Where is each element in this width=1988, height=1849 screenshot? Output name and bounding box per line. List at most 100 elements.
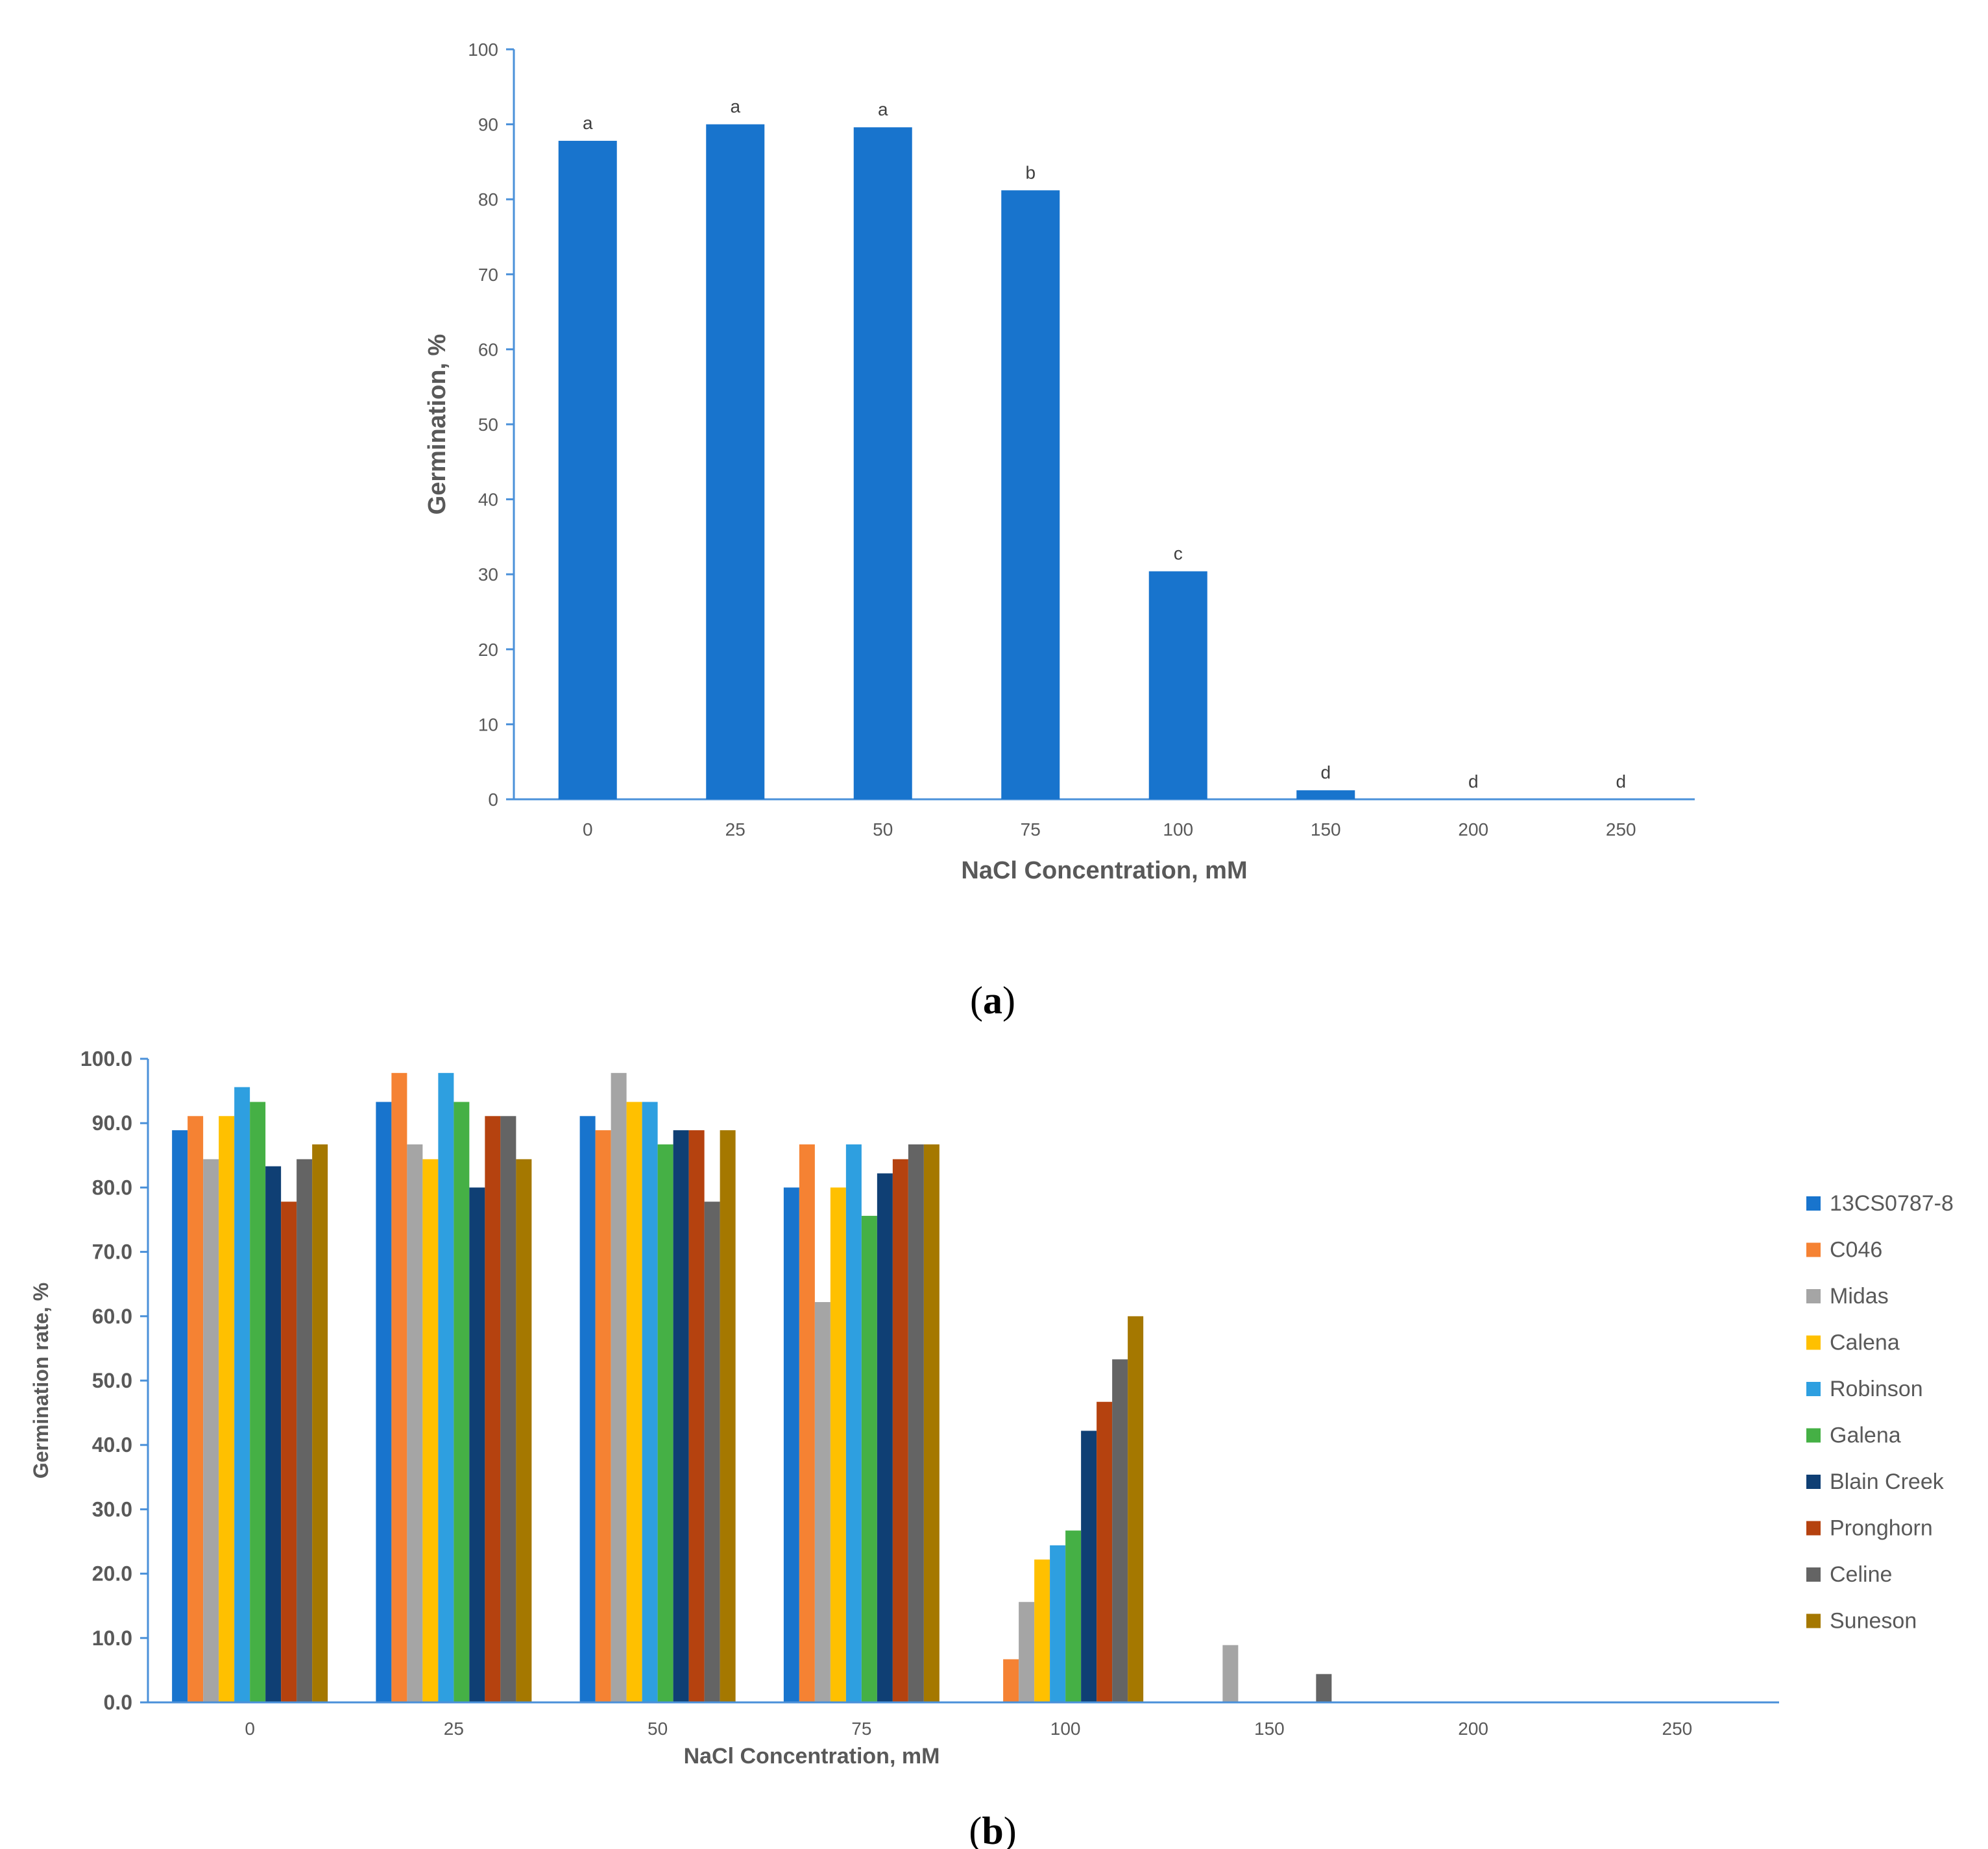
- bar-b-calena: [219, 1116, 235, 1702]
- x-tick-label-b: 25: [444, 1719, 464, 1739]
- x-tick-label-a: 200: [1458, 819, 1488, 840]
- significance-letter: d: [1468, 771, 1479, 792]
- legend-swatch: [1806, 1475, 1821, 1489]
- legend-swatch: [1806, 1242, 1821, 1257]
- bar-b-midas: [1019, 1602, 1035, 1702]
- x-tick-label-a: 250: [1606, 819, 1636, 840]
- y-tick-label-a: 70: [478, 265, 498, 285]
- legend-swatch: [1806, 1613, 1821, 1628]
- x-tick-label-b: 150: [1254, 1719, 1285, 1739]
- bar-b-suneson: [720, 1130, 736, 1702]
- y-tick-label-a: 100: [468, 40, 498, 60]
- legend-swatch: [1806, 1289, 1821, 1303]
- bar-a-100: [1148, 571, 1207, 799]
- bar-b-suneson: [923, 1144, 939, 1702]
- bar-b-blain-creek: [469, 1187, 485, 1702]
- legend-label: Galena: [1830, 1423, 1901, 1448]
- y-tick-label-b: 40.0: [92, 1433, 132, 1456]
- bar-b-robinson: [234, 1087, 250, 1702]
- bar-b-midas: [407, 1144, 423, 1702]
- bar-b-midas: [203, 1159, 219, 1702]
- legend-label: Pronghorn: [1830, 1516, 1933, 1541]
- bar-a-150: [1296, 790, 1355, 799]
- y-tick-label-a: 10: [478, 714, 498, 734]
- bar-b-robinson: [642, 1102, 658, 1702]
- y-tick-label-a: 0: [488, 790, 498, 810]
- y-tick-label-b: 50.0: [92, 1369, 132, 1392]
- y-tick-label-a: 90: [478, 115, 498, 135]
- legend-label: C046: [1830, 1238, 1882, 1263]
- legend-label: Robinson: [1830, 1377, 1923, 1401]
- bar-b-c046: [595, 1130, 611, 1702]
- legend-label: Blain Creek: [1830, 1469, 1945, 1494]
- legend-label: Celine: [1830, 1562, 1892, 1587]
- x-axis-title-a: NaCl Concentration, mM: [961, 857, 1247, 884]
- bar-b-robinson: [1050, 1545, 1066, 1702]
- significance-letter: d: [1616, 771, 1626, 792]
- x-tick-label-a: 0: [583, 819, 593, 840]
- significance-letter: d: [1320, 762, 1331, 782]
- y-axis-title-b: Germination rate, %: [29, 1283, 53, 1479]
- y-tick-label-a: 20: [478, 640, 498, 660]
- legend-swatch: [1806, 1567, 1821, 1582]
- y-tick-label-a: 80: [478, 189, 498, 210]
- legend-swatch: [1806, 1428, 1821, 1443]
- bar-b-blain-creek: [673, 1130, 689, 1702]
- legend-swatch: [1806, 1521, 1821, 1536]
- y-tick-label-b: 0.0: [104, 1691, 132, 1714]
- significance-letter: a: [878, 99, 888, 119]
- x-axis-title-b: NaCl Concentration, mM: [684, 1744, 940, 1769]
- bar-b-13cs0787-8: [172, 1130, 188, 1702]
- x-tick-label-b: 250: [1662, 1719, 1693, 1739]
- y-tick-label-b: 60.0: [92, 1305, 132, 1328]
- bar-b-c046: [188, 1116, 204, 1702]
- bar-a-50: [853, 127, 912, 799]
- y-axis-title-a: Germination, %: [424, 334, 451, 515]
- legend-swatch: [1806, 1382, 1821, 1396]
- x-tick-label-b: 50: [648, 1719, 668, 1739]
- bar-b-suneson: [312, 1144, 328, 1702]
- y-tick-label-b: 80.0: [92, 1176, 132, 1199]
- x-tick-label-b: 75: [851, 1719, 871, 1739]
- x-tick-label-a: 75: [1021, 819, 1041, 840]
- bar-b-celine: [297, 1159, 313, 1702]
- bar-b-pronghorn: [485, 1116, 501, 1702]
- bar-b-midas: [814, 1301, 830, 1702]
- bar-b-suneson: [1128, 1316, 1144, 1702]
- bar-a-0: [558, 141, 617, 800]
- bar-b-pronghorn: [281, 1202, 297, 1702]
- y-tick-label-a: 60: [478, 339, 498, 359]
- bar-b-blain-creek: [1081, 1431, 1097, 1702]
- bar-b-pronghorn: [892, 1159, 908, 1702]
- bar-b-calena: [1034, 1559, 1050, 1702]
- bar-b-pronghorn: [688, 1130, 705, 1702]
- bar-a-25: [706, 124, 765, 800]
- y-tick-label-b: 30.0: [92, 1497, 132, 1521]
- legend-label: Midas: [1830, 1284, 1889, 1309]
- y-tick-label-b: 10.0: [92, 1626, 132, 1650]
- x-tick-label-b: 100: [1050, 1719, 1081, 1739]
- legend-swatch: [1806, 1196, 1821, 1211]
- bar-b-midas: [611, 1072, 627, 1702]
- significance-letter: a: [730, 97, 740, 117]
- bar-b-13cs0787-8: [579, 1116, 596, 1702]
- bar-b-celine: [500, 1116, 516, 1702]
- y-tick-label-a: 40: [478, 490, 498, 510]
- x-tick-label-a: 150: [1311, 819, 1341, 840]
- bar-b-galena: [454, 1102, 470, 1702]
- panel-label-b: (b): [969, 1809, 1016, 1849]
- bar-b-pronghorn: [1097, 1401, 1113, 1702]
- bar-b-galena: [861, 1216, 877, 1702]
- legend-label: 13CS0787-8: [1830, 1191, 1954, 1216]
- panel-label-a: (a): [970, 979, 1015, 1022]
- y-tick-label-b: 90.0: [92, 1111, 132, 1135]
- legend-swatch: [1806, 1335, 1821, 1350]
- chart-a: 0 10 20 30 40 50 60 70 80 90 100 a 0 a 25 a 50 b 75 c 100 d 15…: [424, 40, 1695, 884]
- bar-b-c046: [1003, 1659, 1019, 1702]
- y-tick-label-a: 30: [478, 564, 498, 585]
- bar-b-celine: [908, 1144, 924, 1702]
- y-tick-label-b: 20.0: [92, 1562, 132, 1586]
- x-tick-label-a: 50: [873, 819, 893, 840]
- y-tick-label-b: 70.0: [92, 1240, 132, 1264]
